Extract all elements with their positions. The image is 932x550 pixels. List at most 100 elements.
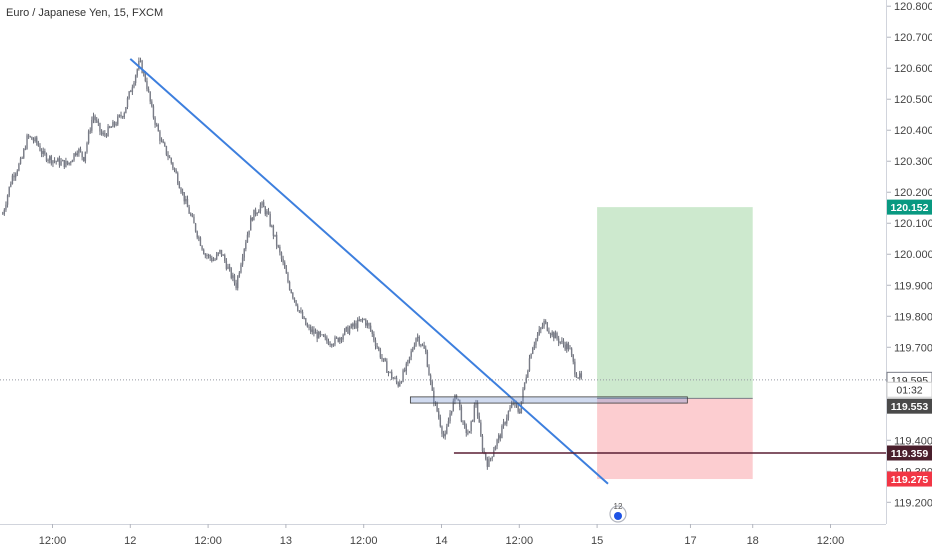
candle-body [378,347,380,350]
candle-body [282,258,284,263]
candle-body [47,159,49,161]
candle-body [16,170,18,174]
candle-body [572,354,574,362]
candle-body [389,371,391,373]
support-zone-rectangle[interactable] [409,396,688,404]
candle-body [292,292,294,298]
candle-body [551,332,553,336]
candle-body [104,133,106,135]
candle-body [238,272,241,277]
candle-body [290,289,292,293]
candle-body [332,344,335,346]
candle-body [300,310,302,313]
candle-body [193,216,195,224]
candle-body [155,124,158,126]
candle-body [235,282,237,289]
candle-body [115,124,117,126]
candle-body [499,435,502,439]
candle-body [553,332,555,339]
candle-body [442,433,445,437]
price-tag-box [887,471,932,487]
candle-body [454,395,456,401]
candle-body [541,326,544,328]
candle-body [463,422,466,426]
candle-body [219,249,221,253]
candle-body [222,255,224,257]
candle-body [309,327,312,332]
candle-body [476,403,479,417]
candle-body [79,148,82,152]
loss-zone[interactable] [597,398,753,480]
candle-body [515,402,518,406]
candle-body [509,407,511,412]
candle-body [557,338,560,343]
candle-body [164,142,166,146]
candle-body [575,374,578,378]
candle-body [21,157,23,159]
candle-body [296,305,299,311]
candle-body [496,439,498,447]
candle-body [373,333,375,341]
candle-body [10,183,12,187]
candle-body [361,319,364,320]
candle-body [58,158,61,166]
drawings[interactable] [0,58,886,485]
price-tick-label: 120.000 [894,249,932,261]
candle-body [96,120,98,122]
candle-body [133,82,135,88]
candle-body [26,135,28,149]
time-tick-label: 12:00 [39,535,67,547]
candle-body [228,266,231,269]
candle-body [138,60,140,70]
candle-body [168,157,171,159]
candle-body [472,419,474,422]
candle-body [259,204,262,212]
watermark-globe-icon [614,512,622,520]
candle-series [2,57,583,470]
candle-body [6,195,9,205]
candle-body [306,325,309,327]
candle-body [117,116,119,125]
candle-body [40,150,43,154]
candle-body [298,310,301,312]
candle-body [232,275,234,278]
long-position-tool[interactable] [597,207,753,480]
candle-body [301,312,304,319]
candle-body [295,300,297,306]
candle-body [512,403,514,405]
candle-body [215,254,218,260]
profit-zone[interactable] [597,207,753,399]
candle-body [420,344,422,346]
price-tag-box [886,381,932,398]
trendline[interactable] [129,58,609,485]
candle-body [457,398,459,400]
candle-body [331,344,333,346]
candle-body [334,337,336,345]
candle-body [125,107,127,114]
price-tag-label: 120.152 [891,202,929,214]
candle-body [544,320,547,323]
time-axis[interactable]: 12:00 12 12:00 13 12:00 14 12:00 15 17 18 12:00 [39,524,845,547]
candle-body [412,348,414,352]
price-tick-label: 119.700 [894,342,932,354]
candle-body [131,87,134,92]
price-tag-label: 119.275 [891,474,929,486]
candle-body [123,113,125,118]
candle-body [134,75,137,83]
candle-body [399,382,401,387]
candle-body [501,426,503,439]
candle-body [402,370,404,382]
candle-body [27,135,30,137]
candle-body [37,142,40,146]
candle-body [14,173,17,178]
candle-body [233,275,236,283]
candle-body [438,411,440,418]
candle-body [207,255,210,256]
candle-body [446,426,448,434]
candle-body [199,237,202,246]
candle-body [130,91,132,93]
candle-body [262,202,265,208]
